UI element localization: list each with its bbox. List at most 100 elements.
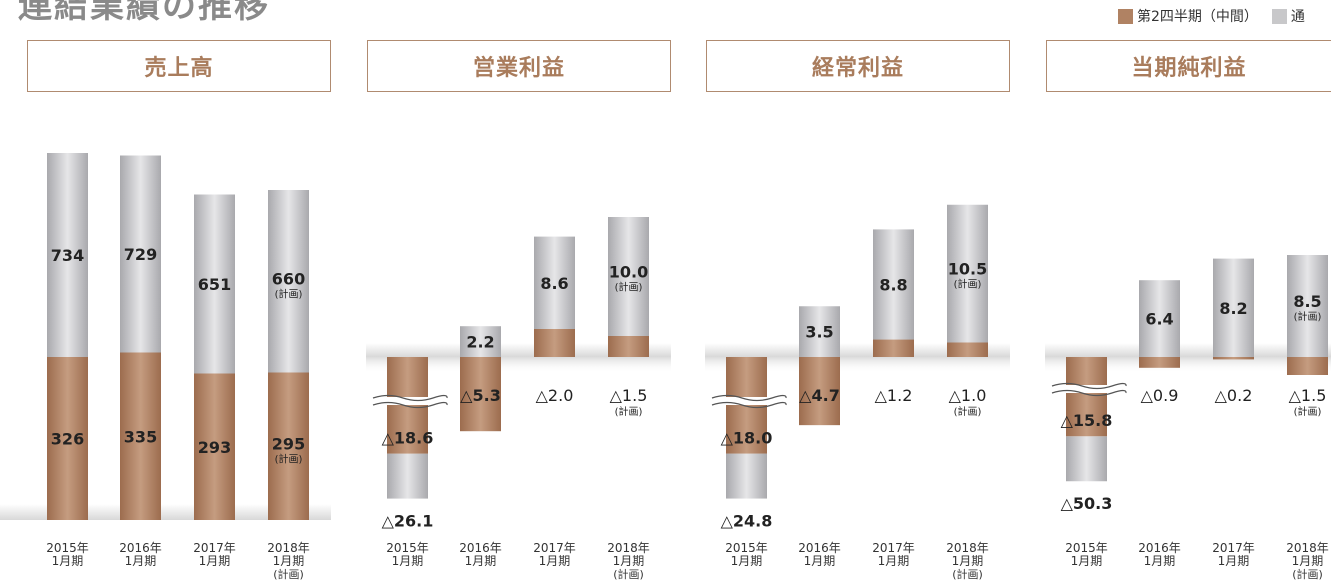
panel-title-net-income: 当期純利益 — [1131, 56, 1247, 81]
value-label: 660 — [272, 269, 305, 288]
category-label: 2016年 — [1138, 541, 1181, 555]
legend: 第2四半期（中間） 通 — [1118, 6, 1305, 26]
value-label: △5.3 — [460, 386, 501, 405]
axis-break-gap — [718, 397, 775, 405]
baseline-shade-top — [1045, 343, 1331, 357]
category-label: 2018年 — [267, 541, 310, 555]
category-label: 1月期 — [1071, 554, 1103, 568]
bar-full-year — [47, 153, 88, 357]
bar-full-year — [608, 217, 649, 357]
bar-full-year — [120, 155, 161, 353]
panel-header-operating-income: 営業利益 — [367, 40, 671, 92]
plan-note: (計画) — [615, 405, 643, 418]
plan-note: (計画) — [954, 405, 982, 418]
category-label: 1月期 — [392, 554, 424, 568]
axis-break-mark — [711, 401, 787, 409]
value-label: △50.3 — [1061, 494, 1113, 513]
axis-break-mark — [711, 394, 787, 402]
category-label: 1月期 — [1144, 554, 1176, 568]
axis-break-mark — [1051, 389, 1127, 397]
legend-label-full: 通 — [1290, 9, 1305, 25]
panel-header-ordinary-income: 経常利益 — [706, 40, 1010, 92]
value-label: △1.5 — [1289, 386, 1327, 405]
bar-first-half — [47, 357, 88, 520]
value-label: 8.2 — [1219, 299, 1247, 318]
category-label: 2017年 — [1212, 541, 1255, 555]
value-label: 6.4 — [1145, 310, 1173, 329]
baseline-shade-top — [366, 343, 671, 357]
category-label: 2018年 — [1286, 541, 1329, 555]
value-label: △26.1 — [382, 512, 434, 531]
value-label: △0.9 — [1141, 386, 1179, 405]
axis-break-mark — [1051, 382, 1127, 390]
bar-first-half — [947, 342, 988, 357]
bar-first-half — [387, 357, 428, 454]
category-label: 2018年 — [946, 541, 989, 555]
legend-swatch-full — [1271, 8, 1287, 24]
bar-first-half — [799, 357, 840, 426]
bar-first-half — [534, 329, 575, 357]
plan-note: (計画) — [1294, 405, 1322, 418]
baseline-shade-bottom — [366, 357, 671, 373]
bar-first-half — [1066, 357, 1107, 437]
category-label: 2018年 — [607, 541, 650, 555]
plan-note: (計画) — [275, 287, 303, 300]
category-label: 2017年 — [533, 541, 576, 555]
value-label: 10.0 — [609, 263, 648, 282]
category-label: 2015年 — [386, 541, 429, 555]
legend-swatch-h1 — [1118, 8, 1133, 24]
bar-full-year — [1287, 255, 1328, 357]
category-label: 2017年 — [872, 541, 915, 555]
category-label: 2015年 — [46, 541, 89, 555]
value-label: △18.6 — [382, 429, 434, 448]
legend-label-h1: 第2四半期（中間） — [1137, 9, 1258, 25]
value-label: 2.2 — [466, 333, 494, 352]
value-label: 293 — [198, 438, 231, 457]
bar-full-year — [799, 306, 840, 357]
chart-panel-2: △18.0△24.82015年1月期3.5△4.72016年1月期8.8△1.2… — [705, 204, 1010, 581]
value-label: 10.5 — [948, 260, 987, 279]
bar-first-half — [726, 357, 767, 454]
bar-full-year — [1066, 436, 1107, 482]
category-label: 1月期 — [804, 554, 836, 568]
category-label: 1月期 — [125, 554, 157, 568]
baseline-shade-bottom — [705, 357, 1010, 373]
value-label: 734 — [51, 246, 84, 265]
plan-note: (計画) — [952, 567, 983, 581]
category-label: 1月期 — [878, 554, 910, 568]
value-label: △1.0 — [949, 386, 987, 405]
plan-note: (計画) — [613, 567, 644, 581]
category-label: 2015年 — [1065, 541, 1108, 555]
bar-first-half — [1287, 357, 1328, 375]
value-label: △0.2 — [1215, 386, 1253, 405]
category-label: 1月期 — [465, 554, 497, 568]
chart-panel-0: 7343262015年1月期7293352016年1月期6512932017年1… — [0, 153, 331, 581]
value-label: 295 — [272, 434, 305, 453]
plan-note: (計画) — [1292, 567, 1323, 581]
bar-full-year — [947, 204, 988, 357]
value-label: 8.8 — [879, 276, 907, 295]
baseline-shade-top — [705, 343, 1010, 357]
bar-first-half — [873, 339, 914, 357]
category-label: 1月期 — [539, 554, 571, 568]
baseline-shade-bottom — [1045, 357, 1331, 373]
category-label: 1月期 — [199, 554, 231, 568]
bar-first-half — [194, 373, 235, 520]
value-label: △4.7 — [799, 386, 840, 405]
bar-first-half — [1139, 357, 1180, 368]
value-label: △15.8 — [1061, 411, 1113, 430]
category-label: 2017年 — [193, 541, 236, 555]
axis-break-mark — [372, 394, 448, 402]
category-label: 2016年 — [798, 541, 841, 555]
axis-break-gap — [1058, 385, 1115, 393]
bar-full-year — [1213, 258, 1254, 357]
value-label: 335 — [124, 427, 157, 446]
category-label: 1月期 — [613, 554, 645, 568]
value-label: △24.8 — [721, 512, 773, 531]
bar-first-half — [608, 336, 649, 357]
plan-note: (計画) — [954, 278, 982, 291]
bar-full-year — [873, 229, 914, 357]
category-label: 2016年 — [119, 541, 162, 555]
bar-full-year — [1139, 280, 1180, 357]
category-label: 1月期 — [952, 554, 984, 568]
